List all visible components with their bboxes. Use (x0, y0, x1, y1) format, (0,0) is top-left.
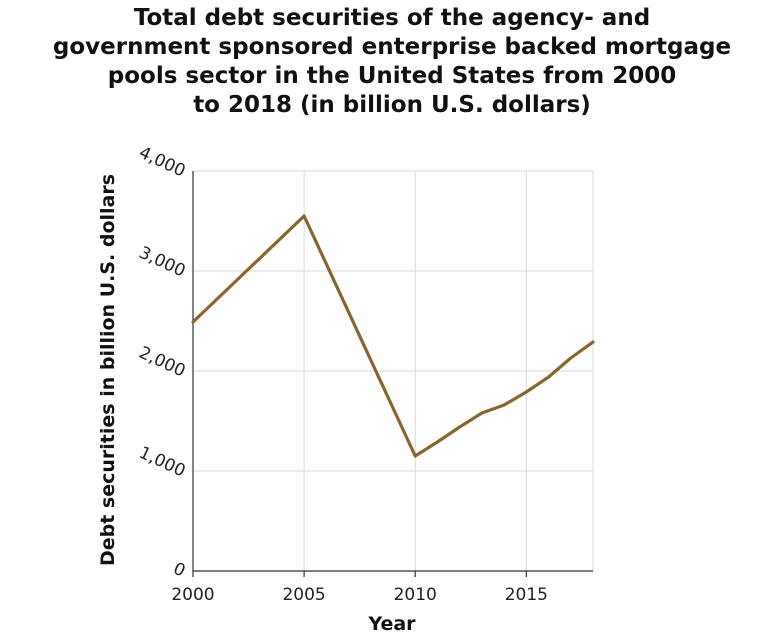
y-tick-label: 4,000 (136, 143, 189, 182)
y-axis-label: Debt securities in billion U.S. dollars (97, 174, 119, 566)
tick-labels: 0 1,000 2,000 3,000 4,000 2000 2005 2010 2015 (136, 143, 548, 605)
chart-title: Total debt securities of the agency- and… (52, 5, 732, 118)
series (191, 214, 595, 458)
x-tick-label: 2015 (505, 585, 548, 605)
grid (192, 170, 594, 572)
y-tick-label: 1,000 (136, 443, 189, 482)
x-axis-label: Year (367, 613, 416, 635)
x-tick-label: 2005 (282, 585, 325, 605)
axes (192, 171, 593, 577)
x-tick-label: 2010 (394, 585, 437, 605)
y-tick-label: 3,000 (136, 243, 189, 282)
series-line (191, 214, 595, 458)
y-tick-label: 2,000 (136, 343, 189, 382)
y-tick-label: 0 (170, 559, 188, 582)
x-tick-label: 2000 (171, 585, 214, 605)
